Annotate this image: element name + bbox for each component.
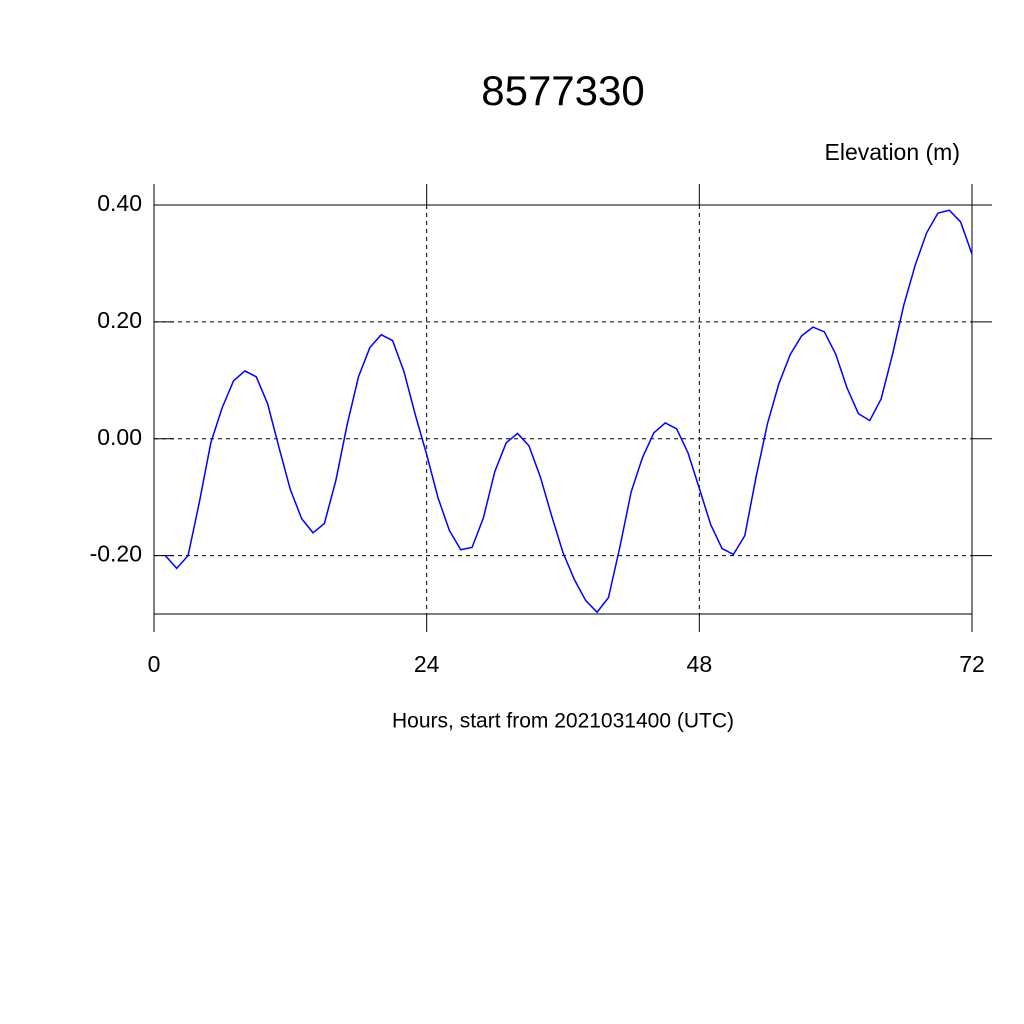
y-tick-label: -0.20	[90, 541, 142, 567]
y-tick-label: 0.40	[97, 190, 142, 216]
x-tick-label: 24	[414, 651, 440, 677]
data-line	[164, 209, 973, 614]
y-tick-label: 0.20	[97, 307, 142, 333]
y-tick-label: 0.00	[97, 424, 142, 450]
x-tick-label: 72	[959, 651, 985, 677]
y-axis-label: Elevation (m)	[825, 139, 960, 165]
x-tick-label: 48	[687, 651, 713, 677]
x-axis-label: Hours, start from 2021031400 (UTC)	[392, 710, 734, 733]
x-tick-label: 0	[148, 651, 161, 677]
chart-title: 8577330	[481, 67, 645, 114]
